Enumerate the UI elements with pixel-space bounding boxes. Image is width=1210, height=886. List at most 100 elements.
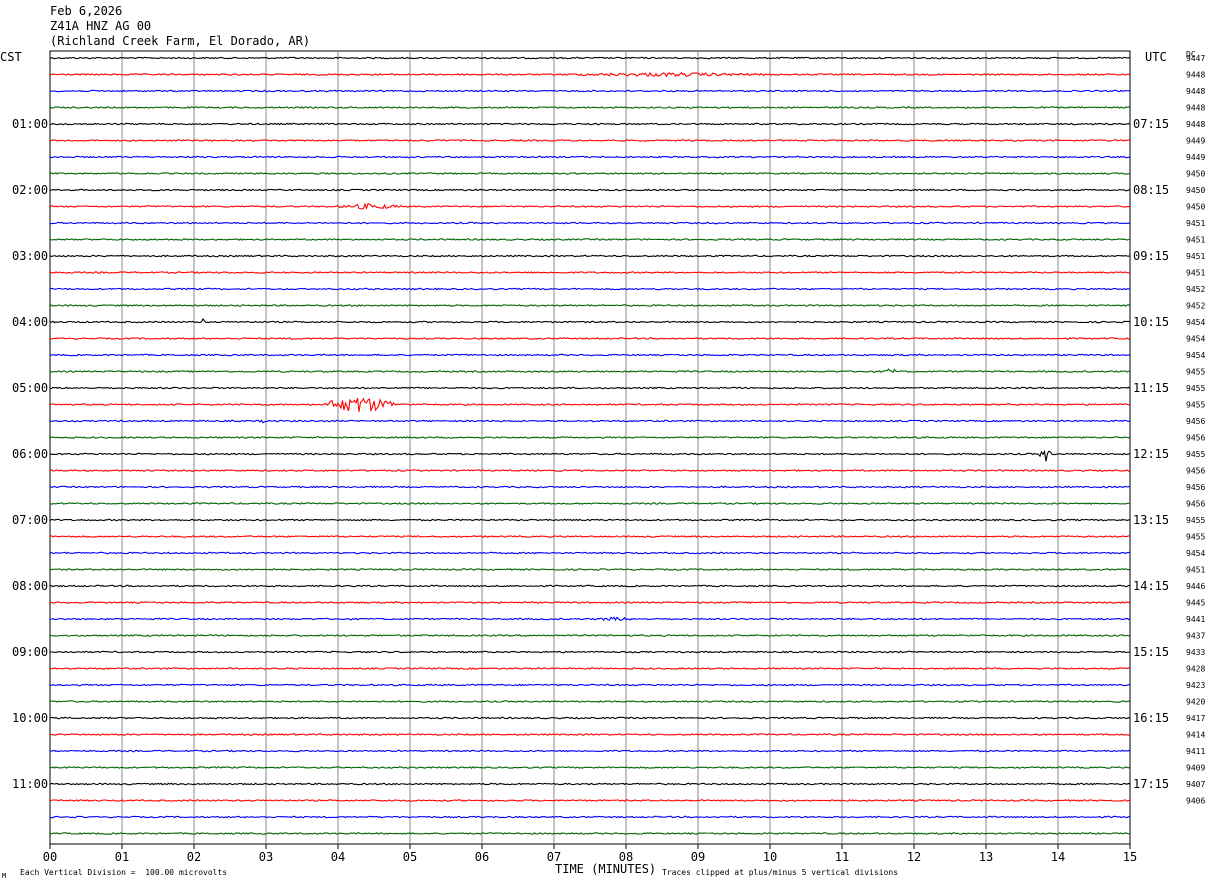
cst-hour-label: 07:00 — [12, 513, 48, 527]
utc-hour-label: 11:15 — [1133, 381, 1169, 395]
utc-hour-label: 12:15 — [1133, 447, 1169, 461]
seismic-traces — [49, 56, 1131, 835]
x-tick-label: 01 — [115, 850, 129, 864]
record-date: Feb 6,2026 — [50, 4, 123, 18]
seismic-trace — [49, 667, 1131, 670]
utc-hour-label: 10:15 — [1133, 315, 1169, 329]
dc-offset-label: 9451 — [1186, 252, 1205, 261]
seismic-trace — [49, 106, 1131, 109]
utc-hour-label: 13:15 — [1133, 513, 1169, 527]
seismic-trace — [49, 172, 1131, 175]
seismic-trace — [49, 502, 1131, 505]
dc-offset-label: 9451 — [1186, 269, 1205, 278]
dc-offset-label: 9456 — [1186, 467, 1205, 476]
dc-offset-label: 9433 — [1186, 648, 1205, 657]
utc-hour-label: 08:15 — [1133, 183, 1169, 197]
x-tick-label: 08 — [619, 850, 633, 864]
dc-offset-label: 9450 — [1186, 186, 1205, 195]
cst-hour-label: 02:00 — [12, 183, 48, 197]
seismic-trace — [49, 568, 1131, 571]
seismic-trace — [49, 386, 1131, 390]
x-tick-label: 13 — [979, 850, 993, 864]
cst-hour-label: 03:00 — [12, 249, 48, 263]
dc-offset-label: 9445 — [1186, 599, 1205, 608]
seismic-trace — [49, 584, 1131, 588]
dc-offset-label: 9448 — [1186, 120, 1205, 129]
seismic-trace — [49, 71, 1131, 78]
dc-offset-label: 9449 — [1186, 137, 1205, 146]
seismic-trace — [49, 188, 1131, 192]
x-tick-label: 09 — [691, 850, 705, 864]
seismic-trace — [49, 397, 1131, 413]
dc-offset-label: 9448 — [1186, 104, 1205, 113]
dc-offset-label: 9428 — [1186, 665, 1205, 674]
dc-offset-label: 9448 — [1186, 71, 1205, 80]
seismic-trace — [49, 733, 1131, 736]
cst-hour-label: 06:00 — [12, 447, 48, 461]
x-tick-label: 03 — [259, 850, 273, 864]
dc-offset-label: 9446 — [1186, 582, 1205, 591]
dc-offset-label: 9452 — [1186, 285, 1205, 294]
dc-offset-label: 9456 — [1186, 434, 1205, 443]
dc-offset-label: 9417 — [1186, 714, 1205, 723]
dc-offset-label: 9455 — [1186, 533, 1205, 542]
dc-offset-label: 9451 — [1186, 566, 1205, 575]
seismic-trace — [49, 535, 1131, 538]
x-tick-label: 06 — [475, 850, 489, 864]
seismic-trace — [49, 56, 1131, 60]
station-code: Z41A HNZ AG 00 — [50, 19, 152, 33]
dc-offset-label: 9454 — [1186, 335, 1205, 344]
utc-hour-label: 09:15 — [1133, 249, 1169, 263]
utc-hour-label: 14:15 — [1133, 579, 1169, 593]
seismic-trace — [49, 766, 1131, 769]
seismic-trace — [49, 317, 1131, 324]
seismic-trace — [49, 89, 1131, 93]
time-grid — [49, 50, 1131, 845]
seismic-trace — [49, 749, 1131, 753]
dc-offset-label: 9411 — [1186, 747, 1205, 756]
dc-offset-label: 9449 — [1186, 153, 1205, 162]
cst-hour-label: 01:00 — [12, 117, 48, 131]
dc-offset-label: 9451 — [1186, 219, 1205, 228]
seismic-trace — [50, 601, 1131, 604]
seismic-trace — [49, 254, 1131, 258]
dc-offset-label: 9406 — [1186, 797, 1205, 806]
seismic-trace — [49, 485, 1131, 489]
seismic-trace — [49, 799, 1131, 802]
dc-offset-label: 9454 — [1186, 351, 1205, 360]
x-tick-label: 00 — [43, 850, 57, 864]
seismic-trace — [49, 551, 1131, 555]
dc-title: DC — [1186, 50, 1196, 59]
x-tick-label: 12 — [907, 850, 921, 864]
seismic-trace — [49, 368, 1131, 374]
seismic-trace — [49, 353, 1131, 357]
seismic-trace — [49, 238, 1131, 241]
x-tick-label: 04 — [331, 850, 345, 864]
seismic-trace — [49, 271, 1131, 274]
utc-hour-label: 15:15 — [1133, 645, 1169, 659]
seismic-trace — [49, 782, 1131, 786]
dc-offset-label: 9409 — [1186, 764, 1205, 773]
dc-offset-label: 9407 — [1186, 780, 1205, 789]
plot-frame — [49, 50, 1131, 845]
seismic-trace — [49, 155, 1131, 159]
dc-offset-label: 9423 — [1186, 681, 1205, 690]
seismic-trace — [49, 221, 1131, 225]
dc-offset-label: 9455 — [1186, 368, 1205, 377]
seismic-trace — [49, 518, 1131, 522]
utc-hour-label: 16:15 — [1133, 711, 1169, 725]
left-axis-title: CST — [0, 50, 22, 64]
seismic-trace — [49, 419, 1131, 424]
seismic-trace — [49, 449, 1131, 462]
seismic-trace — [49, 683, 1131, 687]
cst-hour-label: 05:00 — [12, 381, 48, 395]
cst-hour-label: 08:00 — [12, 579, 48, 593]
cst-hour-label: 09:00 — [12, 645, 48, 659]
dc-offset-label: 9454 — [1186, 549, 1205, 558]
utc-hour-label: 07:15 — [1133, 117, 1169, 131]
corner-mark: M — [2, 872, 7, 880]
dc-offset-label: 9450 — [1186, 203, 1205, 212]
seismic-trace — [49, 650, 1131, 654]
x-tick-label: 14 — [1051, 850, 1065, 864]
